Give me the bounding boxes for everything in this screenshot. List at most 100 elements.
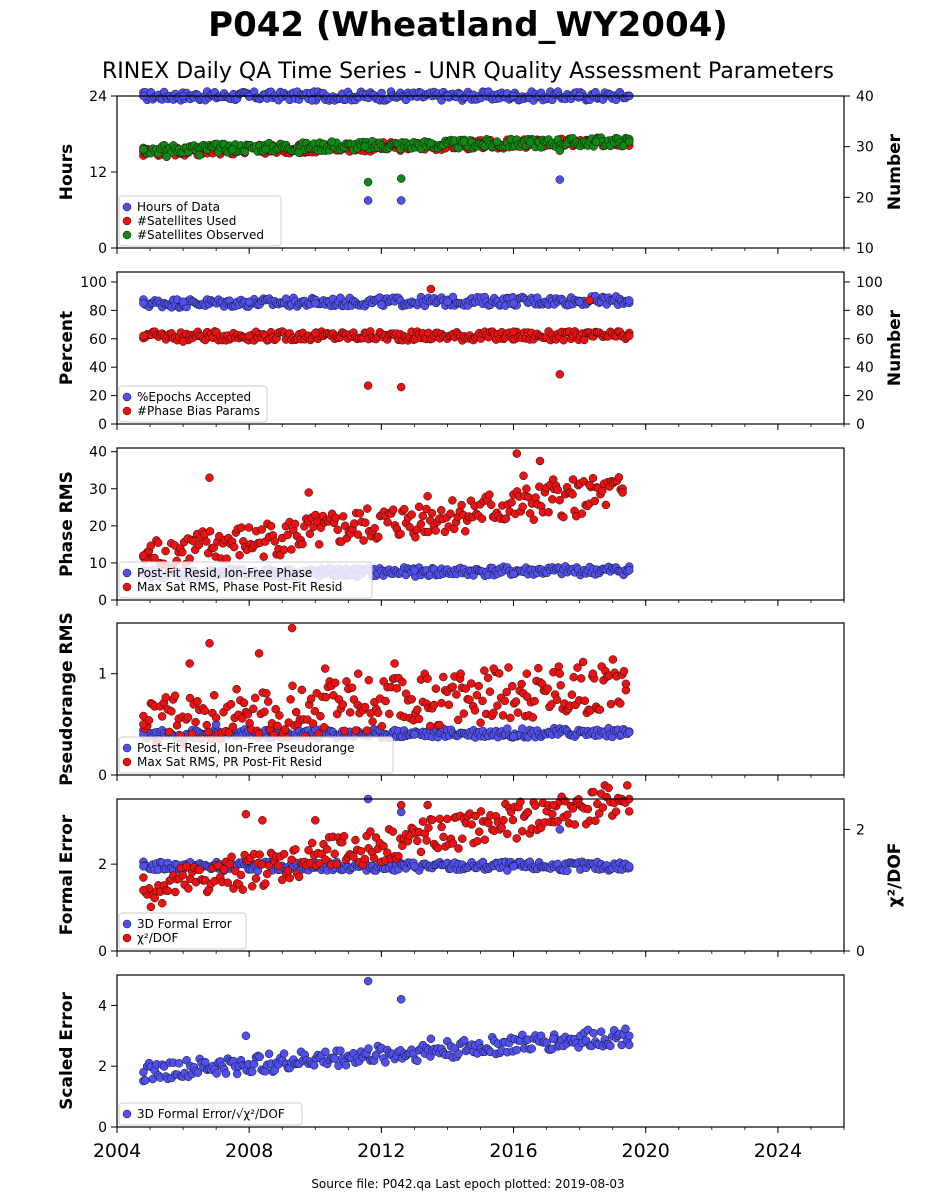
x-tick-label: 2004 <box>93 1140 141 1162</box>
3d-formal-error-dof-point <box>264 1049 274 1059</box>
satellites-observed-point <box>228 144 237 154</box>
max-sat-rms-phase-post-fit-resid-point <box>374 532 383 542</box>
max-sat-rms-phase-post-fit-resid-point <box>333 525 342 535</box>
dof-point <box>330 849 339 859</box>
dof-point <box>499 815 508 825</box>
dof-point <box>428 815 437 825</box>
epochs-accepted-point <box>377 300 386 309</box>
max-sat-rms-phase-post-fit-resid-point <box>485 490 494 499</box>
legend-label: Hours of Data <box>137 200 220 214</box>
dof-point <box>332 859 341 869</box>
epochs-accepted-point <box>443 297 452 307</box>
legend-label: Post-Fit Resid, Ion-Free Pseudorange <box>137 741 355 755</box>
y-axis-label: Formal Error <box>57 814 77 935</box>
y2-axis-label: Number <box>885 133 905 210</box>
max-sat-rms-phase-post-fit-resid-point <box>614 473 624 482</box>
dof-point <box>369 854 379 863</box>
max-sat-rms-phase-post-fit-resid-point <box>512 449 522 458</box>
3d-formal-error-dof-point <box>512 1045 521 1055</box>
max-sat-rms-pr-post-fit-resid-point <box>167 707 176 716</box>
y-axis-label: Scaled Error <box>57 992 77 1110</box>
max-sat-rms-pr-post-fit-resid-point <box>254 649 264 658</box>
max-sat-rms-pr-post-fit-resid-point <box>508 681 517 691</box>
max-sat-rms-pr-post-fit-resid-point <box>435 720 444 730</box>
phase-bias-params-point <box>509 327 518 336</box>
dof-point <box>467 820 476 829</box>
legend-label: Max Sat RMS, Phase Post-Fit Resid <box>137 580 342 594</box>
y-tick-label: 0 <box>98 593 107 609</box>
y2-tick-label: 80 <box>856 303 874 319</box>
max-sat-rms-pr-post-fit-resid-point <box>321 692 331 702</box>
max-sat-rms-pr-post-fit-resid-point <box>569 672 578 682</box>
max-sat-rms-phase-post-fit-resid-point <box>424 527 433 537</box>
phase-bias-params-point <box>178 337 188 346</box>
satellites-observed-point <box>396 174 406 183</box>
legend-label: #Satellites Observed <box>137 228 264 242</box>
max-sat-rms-pr-post-fit-resid-point <box>480 666 489 675</box>
dof-point <box>433 843 443 853</box>
max-sat-rms-pr-post-fit-resid-point <box>554 662 564 671</box>
max-sat-rms-phase-post-fit-resid-point <box>423 491 432 501</box>
y-tick-label: 20 <box>89 389 107 405</box>
y-tick-label: 12 <box>89 165 107 181</box>
y-tick-label: 100 <box>80 275 107 291</box>
max-sat-rms-pr-post-fit-resid-point <box>543 684 552 693</box>
dof-point <box>604 783 613 793</box>
dof-point <box>416 847 426 857</box>
max-sat-rms-phase-post-fit-resid-point <box>370 523 379 533</box>
dof-point <box>518 827 527 836</box>
y-tick-label: 30 <box>89 482 107 498</box>
max-sat-rms-pr-post-fit-resid-point <box>340 726 349 736</box>
dof-point <box>591 816 600 826</box>
max-sat-rms-pr-post-fit-resid-point <box>423 674 432 683</box>
y-axis-label: Pseudorange RMS <box>57 612 77 786</box>
3d-formal-error-dof-point <box>363 976 373 986</box>
max-sat-rms-phase-post-fit-resid-point <box>522 484 531 493</box>
post-fit-resid-ion-free-phase-point <box>509 569 518 579</box>
max-sat-rms-phase-post-fit-resid-point <box>548 495 557 504</box>
dof-point <box>598 803 608 812</box>
max-sat-rms-pr-post-fit-resid-point <box>319 722 329 732</box>
y2-tick-label: 2 <box>856 822 865 838</box>
max-sat-rms-pr-post-fit-resid-point <box>288 681 297 691</box>
max-sat-rms-phase-post-fit-resid-point <box>304 488 313 497</box>
phase-bias-params-point <box>244 331 254 341</box>
max-sat-rms-pr-post-fit-resid-point <box>478 696 487 706</box>
max-sat-rms-phase-post-fit-resid-point <box>519 471 528 481</box>
phase-bias-params-point <box>579 335 589 345</box>
max-sat-rms-phase-post-fit-resid-point <box>529 515 539 524</box>
3d-formal-error-dof-point <box>309 1061 319 1070</box>
max-sat-rms-phase-post-fit-resid-point <box>290 519 300 529</box>
max-sat-rms-pr-post-fit-resid-point <box>470 706 480 715</box>
y-tick-label: 4 <box>98 998 107 1014</box>
y-axis-label: Phase RMS <box>57 471 77 577</box>
max-sat-rms-pr-post-fit-resid-point <box>504 663 513 672</box>
y-tick-label: 24 <box>89 89 107 105</box>
hours-of-data-point <box>555 175 565 184</box>
x-tick-label: 2016 <box>489 1140 537 1162</box>
3d-formal-error-point <box>555 825 565 834</box>
max-sat-rms-pr-post-fit-resid-point <box>191 717 200 727</box>
max-sat-rms-pr-post-fit-resid-point <box>588 669 598 678</box>
max-sat-rms-pr-post-fit-resid-point <box>291 707 301 717</box>
max-sat-rms-pr-post-fit-resid-point <box>202 720 212 730</box>
epochs-accepted-point <box>139 299 148 308</box>
max-sat-rms-pr-post-fit-resid-point <box>262 689 271 698</box>
max-sat-rms-pr-post-fit-resid-point <box>392 684 402 693</box>
satellites-observed-point <box>162 152 171 162</box>
max-sat-rms-pr-post-fit-resid-point <box>368 717 377 726</box>
y2-axis-label: Number <box>885 309 905 386</box>
max-sat-rms-phase-post-fit-resid-point <box>259 552 268 561</box>
legend-marker <box>122 568 132 578</box>
max-sat-rms-phase-post-fit-resid-point <box>437 506 446 515</box>
phase-bias-params-point <box>585 296 594 305</box>
max-sat-rms-pr-post-fit-resid-point <box>390 659 399 668</box>
max-sat-rms-pr-post-fit-resid-point <box>407 695 416 704</box>
phase-bias-params-point <box>426 284 436 294</box>
dof-point <box>339 831 349 841</box>
3d-formal-error-dof-point <box>621 1024 630 1034</box>
max-sat-rms-phase-post-fit-resid-point <box>361 518 370 527</box>
max-sat-rms-pr-post-fit-resid-point <box>362 726 372 735</box>
dof-point <box>262 869 272 879</box>
